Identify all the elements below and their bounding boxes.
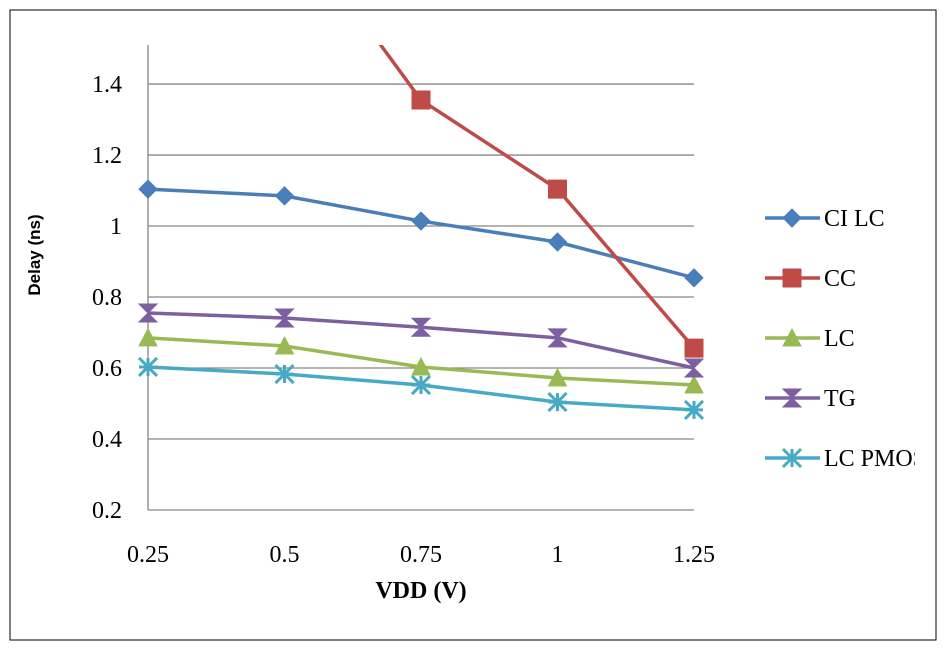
marker [138,179,158,199]
y-axis-title: Delay (ns) [25,214,44,295]
marker [781,388,803,408]
marker [274,308,295,328]
x-tick-label: 0.25 [127,542,169,568]
legend: CI LC CC LC TG LC PMOS [765,206,926,472]
y-tick-label: 1.4 [92,72,122,98]
marker [137,303,159,323]
marker [137,356,159,378]
marker [782,327,802,347]
y-tick-label: 0.2 [92,498,122,524]
marker [684,374,704,394]
marker [274,186,295,206]
marker [411,356,431,376]
marker [547,392,568,413]
chart-frame [9,9,937,641]
x-tick-label: 0.5 [270,542,300,568]
marker [684,268,704,288]
marker [138,327,158,347]
marker [547,367,568,387]
series-line [378,45,696,350]
marker [274,335,295,355]
marker [411,211,431,231]
marker [410,317,432,337]
legend-label: TG [824,386,856,412]
marker [547,232,568,252]
legend-label: LC PMOS [824,446,926,472]
legend-label: CI LC [824,206,885,232]
legend-label: CC [824,266,856,292]
y-tick-label: 1.2 [92,143,122,169]
x-tick-label: 1 [552,542,564,568]
x-tick-label: 0.75 [400,542,442,568]
marker [782,268,802,288]
x-axis-title: VDD (V) [375,578,466,604]
marker [683,399,705,420]
y-tick-label: 0.4 [92,427,122,453]
marker [781,447,803,469]
marker [274,363,295,385]
marker [547,328,568,348]
y-tick-label: 0.6 [92,356,122,382]
marker [683,358,705,378]
marker [548,179,567,199]
x-tick-label: 1.25 [673,542,715,568]
marker [782,208,802,228]
y-tick-label: 0.8 [92,285,122,311]
marker [684,338,704,358]
y-tick-label: 1 [110,214,122,240]
marker [411,90,431,110]
plot-area [137,45,705,420]
legend-label: LC [824,326,855,352]
marker [410,374,432,396]
